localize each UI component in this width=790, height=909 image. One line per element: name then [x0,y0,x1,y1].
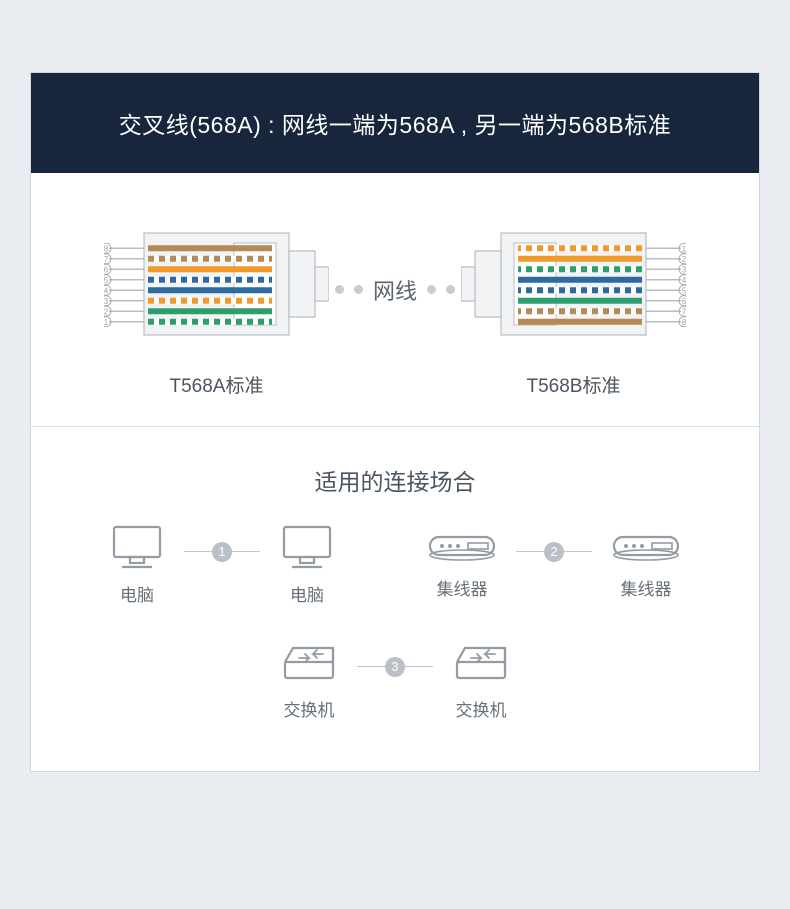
device-right: 交换机 [451,640,511,721]
svg-text:5: 5 [104,276,109,285]
svg-text:6: 6 [682,297,686,306]
device-left: 交换机 [279,640,339,721]
device-pair: 电脑 1 电脑 [108,525,336,606]
svg-text:4: 4 [682,276,686,285]
device-label: 交换机 [284,696,335,721]
device-right: 集线器 [610,531,682,600]
connector-right: 1 23 45 67 8 T568B标准 [461,219,686,398]
svg-text:4: 4 [104,286,109,295]
usage-title: 适用的连接场合 [51,463,739,497]
rj45-left-diagram: 8 76 54 32 1 [104,219,329,349]
svg-text:5: 5 [682,286,686,295]
link-badge: 1 [212,542,232,562]
svg-text:1: 1 [104,318,109,327]
dot-icon [446,285,455,294]
connectors-section: 87654321 T568A标准 网线 12345678 T568B标准 [31,173,759,426]
svg-text:7: 7 [104,255,109,264]
svg-text:3: 3 [104,297,109,306]
rj45-right-diagram: 1 23 45 67 8 [461,219,686,349]
connector-left: 8 76 54 32 1 T568A标准 [104,219,329,398]
usage-row: 电脑 1 电脑 集线器 2 集线器 [51,525,739,606]
device-right: 电脑 [278,525,336,606]
svg-text:2: 2 [104,307,109,316]
svg-text:8: 8 [682,318,686,327]
device-label: 交换机 [456,696,507,721]
dot-icon [427,285,436,294]
info-card: 交叉线(568A) : 网线一端为568A , 另一端为568B标准 87654… [30,72,760,772]
usage-row: 交换机 3 交换机 [51,640,739,721]
cable-label: 网线 [373,274,417,306]
connector-left-label: T568A标准 [169,371,263,398]
device-label: 集线器 [437,575,488,600]
svg-text:1: 1 [682,244,686,253]
usage-section: 适用的连接场合 电脑 1 电脑 集线器 2 集线器交换机 3 交换机 [31,427,759,771]
svg-text:7: 7 [682,307,686,316]
link-line: 2 [516,542,592,562]
svg-text:2: 2 [682,255,686,264]
link-line: 1 [184,542,260,562]
header-title: 交叉线(568A) : 网线一端为568A , 另一端为568B标准 [119,112,672,138]
device-label: 电脑 [290,581,324,606]
device-label: 电脑 [120,581,154,606]
link-badge: 2 [544,542,564,562]
cable-middle: 网线 [335,274,455,306]
header-bar: 交叉线(568A) : 网线一端为568A , 另一端为568B标准 [31,73,759,173]
svg-text:3: 3 [682,265,686,274]
dot-icon [335,285,344,294]
device-left: 集线器 [426,531,498,600]
device-left: 电脑 [108,525,166,606]
link-line: 3 [357,657,433,677]
usage-pairs: 电脑 1 电脑 集线器 2 集线器交换机 3 交换机 [51,525,739,721]
svg-text:8: 8 [104,244,109,253]
connector-right-label: T568B标准 [527,371,621,398]
device-pair: 集线器 2 集线器 [426,525,682,606]
svg-text:6: 6 [104,265,109,274]
device-pair: 交换机 3 交换机 [279,640,511,721]
link-badge: 3 [385,657,405,677]
device-label: 集线器 [621,575,672,600]
dot-icon [354,285,363,294]
